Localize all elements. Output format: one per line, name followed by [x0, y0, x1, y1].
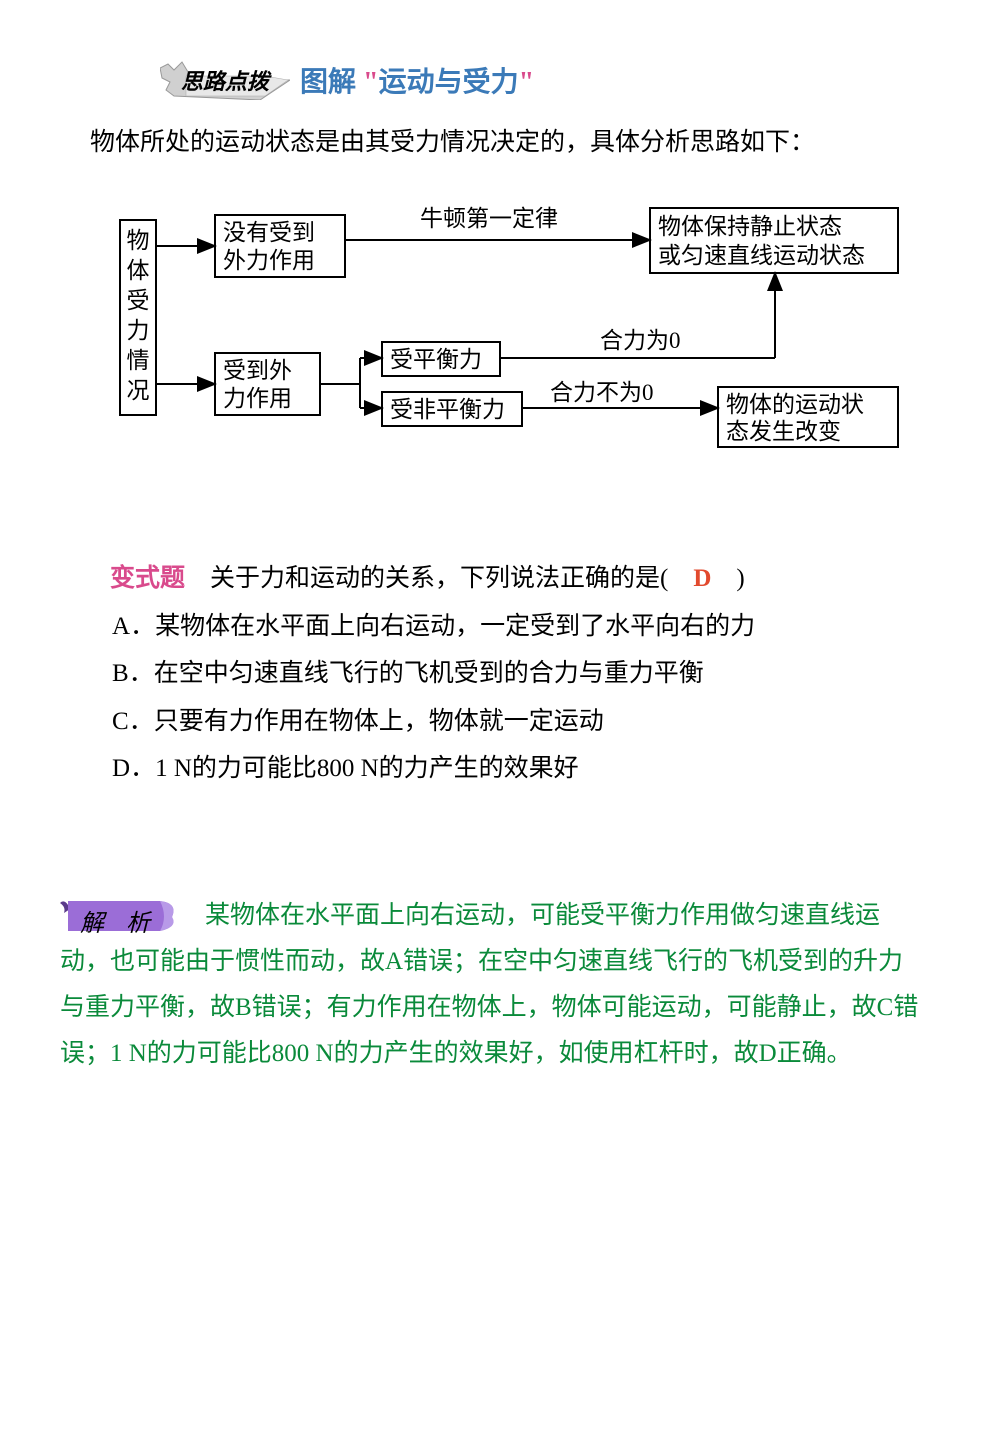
- analysis-tag: 解 析: [60, 897, 180, 935]
- question-block: 变式题 关于力和运动的关系，下列说法正确的是( D ) A．某物体在水平面上向右…: [110, 555, 920, 793]
- thinking-tag: 思路点拨: [160, 60, 290, 100]
- svg-text:况: 况: [127, 378, 150, 403]
- flowchart-svg: 物 体 受 力 情 况 没有受到 外力作用 受到外 力作用 受平衡力 受非平衡力…: [110, 190, 910, 450]
- svg-text:情: 情: [127, 348, 150, 373]
- svg-text:力: 力: [127, 318, 150, 343]
- edge-label-zero: 合力为0: [600, 328, 681, 353]
- variant-label: 变式题: [110, 565, 185, 592]
- option-c: C．只要有力作用在物体上，物体就一定运动: [112, 698, 920, 746]
- option-b: B．在空中匀速直线飞行的飞机受到的合力与重力平衡: [112, 650, 920, 698]
- analysis-tag-label: 解 析: [80, 902, 158, 946]
- tag-label: 思路点拨: [181, 64, 269, 96]
- intro-paragraph: 物体所处的运动状态是由其受力情况决定的，具体分析思路如下：: [90, 120, 920, 165]
- analysis-text: 解 析 某物体在水平面上向右运动，可能受平衡力作用做匀速直线运动，也可能由于惯性…: [60, 893, 920, 1078]
- header: 思路点拨 图解 "运动与受力": [160, 60, 920, 100]
- svg-text:受到外: 受到外: [223, 358, 292, 383]
- page-title: 图解 "运动与受力": [300, 60, 534, 100]
- svg-text:力作用: 力作用: [223, 386, 292, 411]
- svg-text:物体的运动状: 物体的运动状: [726, 392, 864, 417]
- svg-text:受平衡力: 受平衡力: [390, 347, 482, 372]
- option-d: D．1 N的力可能比800 N的力产生的效果好: [112, 745, 920, 793]
- svg-text:或匀速直线运动状态: 或匀速直线运动状态: [658, 243, 865, 268]
- analysis-block: 解 析 某物体在水平面上向右运动，可能受平衡力作用做匀速直线运动，也可能由于惯性…: [60, 893, 920, 1078]
- question-stem: 变式题 关于力和运动的关系，下列说法正确的是( D ): [110, 555, 920, 603]
- svg-text:受非平衡力: 受非平衡力: [390, 397, 505, 422]
- svg-text:受: 受: [127, 288, 150, 313]
- edge-label-nonzero: 合力不为0: [550, 380, 654, 405]
- option-a: A．某物体在水平面上向右运动，一定受到了水平向右的力: [112, 603, 920, 651]
- answer-mark: D: [693, 565, 711, 592]
- edge-label-newton: 牛顿第一定律: [420, 206, 558, 231]
- svg-text:物: 物: [127, 228, 150, 253]
- svg-text:物体保持静止状态: 物体保持静止状态: [658, 214, 842, 239]
- svg-text:态发生改变: 态发生改变: [726, 419, 841, 444]
- svg-text:外力作用: 外力作用: [223, 248, 315, 273]
- svg-text:体: 体: [127, 258, 150, 283]
- flowchart: 物 体 受 力 情 况 没有受到 外力作用 受到外 力作用 受平衡力 受非平衡力…: [110, 190, 920, 455]
- svg-text:没有受到: 没有受到: [223, 220, 315, 245]
